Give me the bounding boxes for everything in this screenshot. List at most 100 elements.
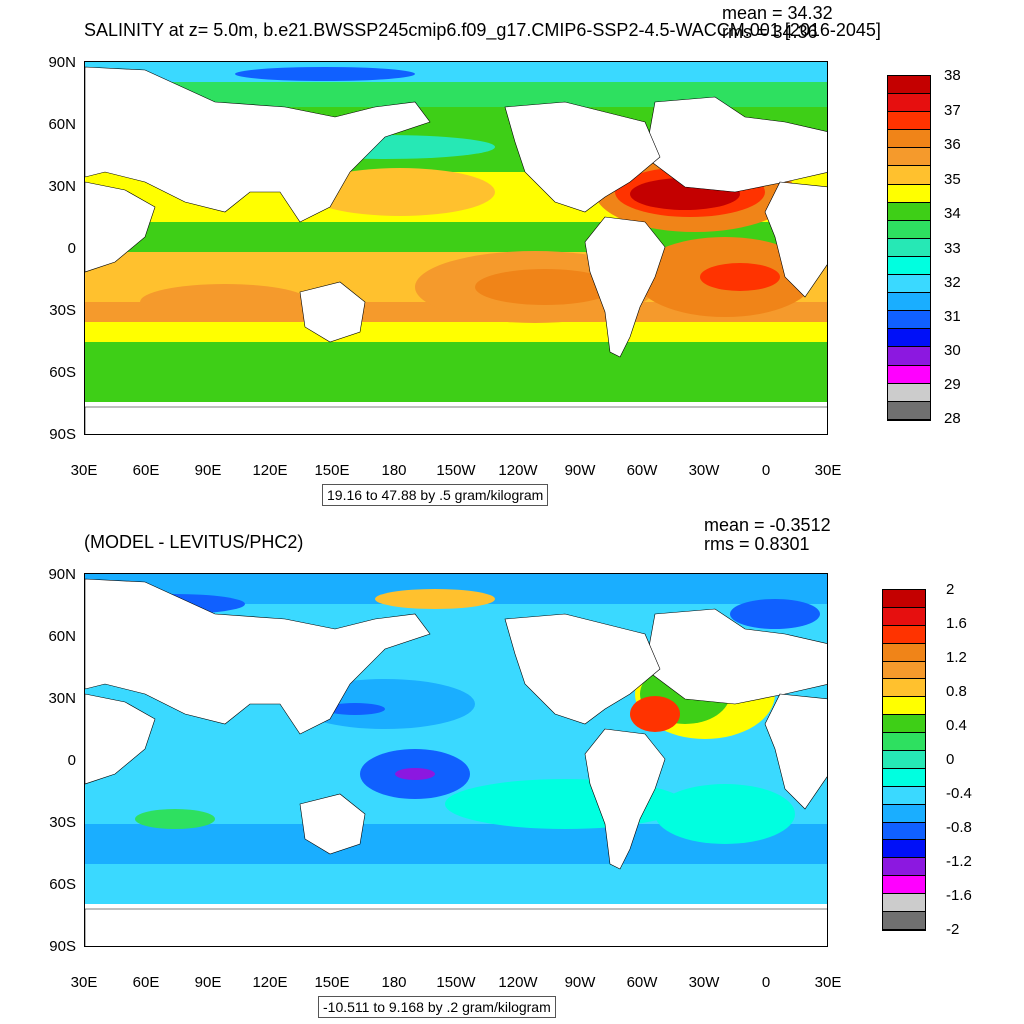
colorbar bbox=[882, 589, 926, 931]
lon-label: 30W bbox=[688, 462, 720, 479]
lat-label: 30S bbox=[49, 302, 76, 319]
colorbar-label: 33 bbox=[944, 240, 961, 257]
colorbar-swatch bbox=[888, 184, 930, 203]
colorbar-swatch bbox=[888, 202, 930, 221]
lon-label: 90E bbox=[194, 974, 222, 991]
colorbar-swatch bbox=[883, 643, 925, 662]
colorbar-swatch bbox=[883, 858, 925, 877]
plot-title: (MODEL - LEVITUS/PHC2) bbox=[84, 532, 304, 552]
colorbar-swatch bbox=[888, 76, 930, 95]
colorbar-label: -1.6 bbox=[946, 887, 972, 904]
colorbar-swatch bbox=[883, 661, 925, 680]
lon-label: 150E bbox=[314, 462, 350, 479]
colorbar-swatch bbox=[883, 751, 925, 769]
colorbar-swatch bbox=[888, 256, 930, 276]
colorbar-swatch bbox=[888, 401, 930, 420]
lon-label: 90W bbox=[564, 462, 596, 479]
lat-label: 60N bbox=[48, 116, 76, 133]
colorbar-label: 1.6 bbox=[946, 615, 967, 632]
lon-label: 120W bbox=[498, 462, 538, 479]
colorbar-swatch bbox=[883, 715, 925, 734]
colorbar-swatch bbox=[883, 768, 925, 787]
colorbar-swatch bbox=[883, 822, 925, 841]
colorbar-swatch bbox=[883, 679, 925, 698]
lat-label: 60S bbox=[49, 364, 76, 381]
colorbar-swatch bbox=[883, 786, 925, 805]
colorbar-swatch bbox=[888, 130, 930, 149]
colorbar-label: 0.4 bbox=[946, 717, 967, 734]
mean-value: mean = 34.32 bbox=[722, 3, 833, 23]
colorbar-swatch bbox=[883, 894, 925, 913]
colorbar-label: 2 bbox=[946, 581, 955, 598]
colorbar-swatch bbox=[888, 365, 930, 384]
lat-label: 90S bbox=[49, 938, 76, 955]
difference-panel: (MODEL - LEVITUS/PHC2) mean = -0.3512 rm… bbox=[0, 512, 1024, 1024]
salinity-field bbox=[85, 62, 827, 434]
contour-info: -10.511 to 9.168 by .2 gram/kilogram bbox=[318, 996, 556, 1018]
colorbar-swatch bbox=[883, 733, 925, 752]
salinity-map bbox=[84, 61, 828, 435]
colorbar-swatch bbox=[883, 876, 925, 895]
lon-label: 150E bbox=[314, 974, 350, 991]
lat-label: 90N bbox=[48, 566, 76, 583]
colorbar-swatch bbox=[888, 311, 930, 330]
colorbar-label: 0.8 bbox=[946, 683, 967, 700]
colorbar-label: 34 bbox=[944, 205, 961, 222]
colorbar-label: -1.2 bbox=[946, 853, 972, 870]
lon-label: 0 bbox=[761, 462, 771, 479]
lon-label: 60E bbox=[132, 974, 160, 991]
colorbar-swatch bbox=[888, 238, 930, 257]
colorbar-swatch bbox=[888, 293, 930, 312]
colorbar-swatch bbox=[883, 804, 925, 823]
colorbar-label: -0.8 bbox=[946, 819, 972, 836]
colorbar-label: -0.4 bbox=[946, 785, 972, 802]
difference-field bbox=[85, 574, 827, 946]
colorbar-label: 31 bbox=[944, 308, 961, 325]
colorbar-swatch bbox=[888, 329, 930, 348]
colorbar-label: 29 bbox=[944, 376, 961, 393]
lon-label: 60W bbox=[626, 462, 658, 479]
lon-label: 120E bbox=[252, 974, 288, 991]
colorbar-label: -2 bbox=[946, 921, 960, 938]
colorbar-swatch bbox=[883, 607, 925, 626]
colorbar-label: 37 bbox=[944, 102, 961, 119]
lon-label: 60E bbox=[132, 462, 160, 479]
lat-label: 30N bbox=[48, 690, 76, 707]
colorbar-swatch bbox=[883, 625, 925, 644]
lon-label: 60W bbox=[626, 974, 658, 991]
colorbar-label: 38 bbox=[944, 67, 961, 84]
lon-label: 180 bbox=[381, 974, 407, 991]
difference-map bbox=[84, 573, 828, 947]
lat-label: 0 bbox=[67, 752, 76, 769]
mean-value: mean = -0.3512 bbox=[704, 515, 831, 535]
lon-label: 180 bbox=[381, 462, 407, 479]
colorbar-label: 35 bbox=[944, 171, 961, 188]
colorbar-label: 0 bbox=[946, 751, 955, 768]
colorbar-swatch bbox=[883, 840, 925, 859]
lat-label: 30S bbox=[49, 814, 76, 831]
colorbar-swatch bbox=[883, 697, 925, 716]
colorbar-swatch bbox=[888, 275, 930, 294]
lon-label: 150W bbox=[436, 974, 476, 991]
colorbar bbox=[887, 75, 931, 421]
salinity-panel: SALINITY at z= 5.0m, b.e21.BWSSP245cmip6… bbox=[48, 3, 961, 506]
colorbar-label: 1.2 bbox=[946, 649, 967, 666]
lon-label: 120E bbox=[252, 462, 288, 479]
lat-label: 30N bbox=[48, 178, 76, 195]
rms-value: rms = 0.8301 bbox=[704, 534, 810, 554]
colorbar-swatches bbox=[882, 589, 926, 931]
lon-label: 90E bbox=[194, 462, 222, 479]
colorbar-swatch bbox=[888, 347, 930, 366]
rms-value: rms = 34.36 bbox=[722, 22, 818, 42]
colorbar-swatch bbox=[883, 590, 925, 608]
lon-label: 150W bbox=[436, 462, 476, 479]
colorbar-swatch bbox=[883, 912, 925, 930]
lat-label: 60S bbox=[49, 876, 76, 893]
colorbar-label: 30 bbox=[944, 342, 961, 359]
lon-label: 120W bbox=[498, 974, 538, 991]
lat-label: 0 bbox=[67, 240, 76, 257]
lat-label: 90N bbox=[48, 54, 76, 71]
colorbar-swatch bbox=[888, 166, 930, 185]
lat-label: 90S bbox=[49, 426, 76, 443]
lon-label: 30W bbox=[688, 974, 720, 991]
